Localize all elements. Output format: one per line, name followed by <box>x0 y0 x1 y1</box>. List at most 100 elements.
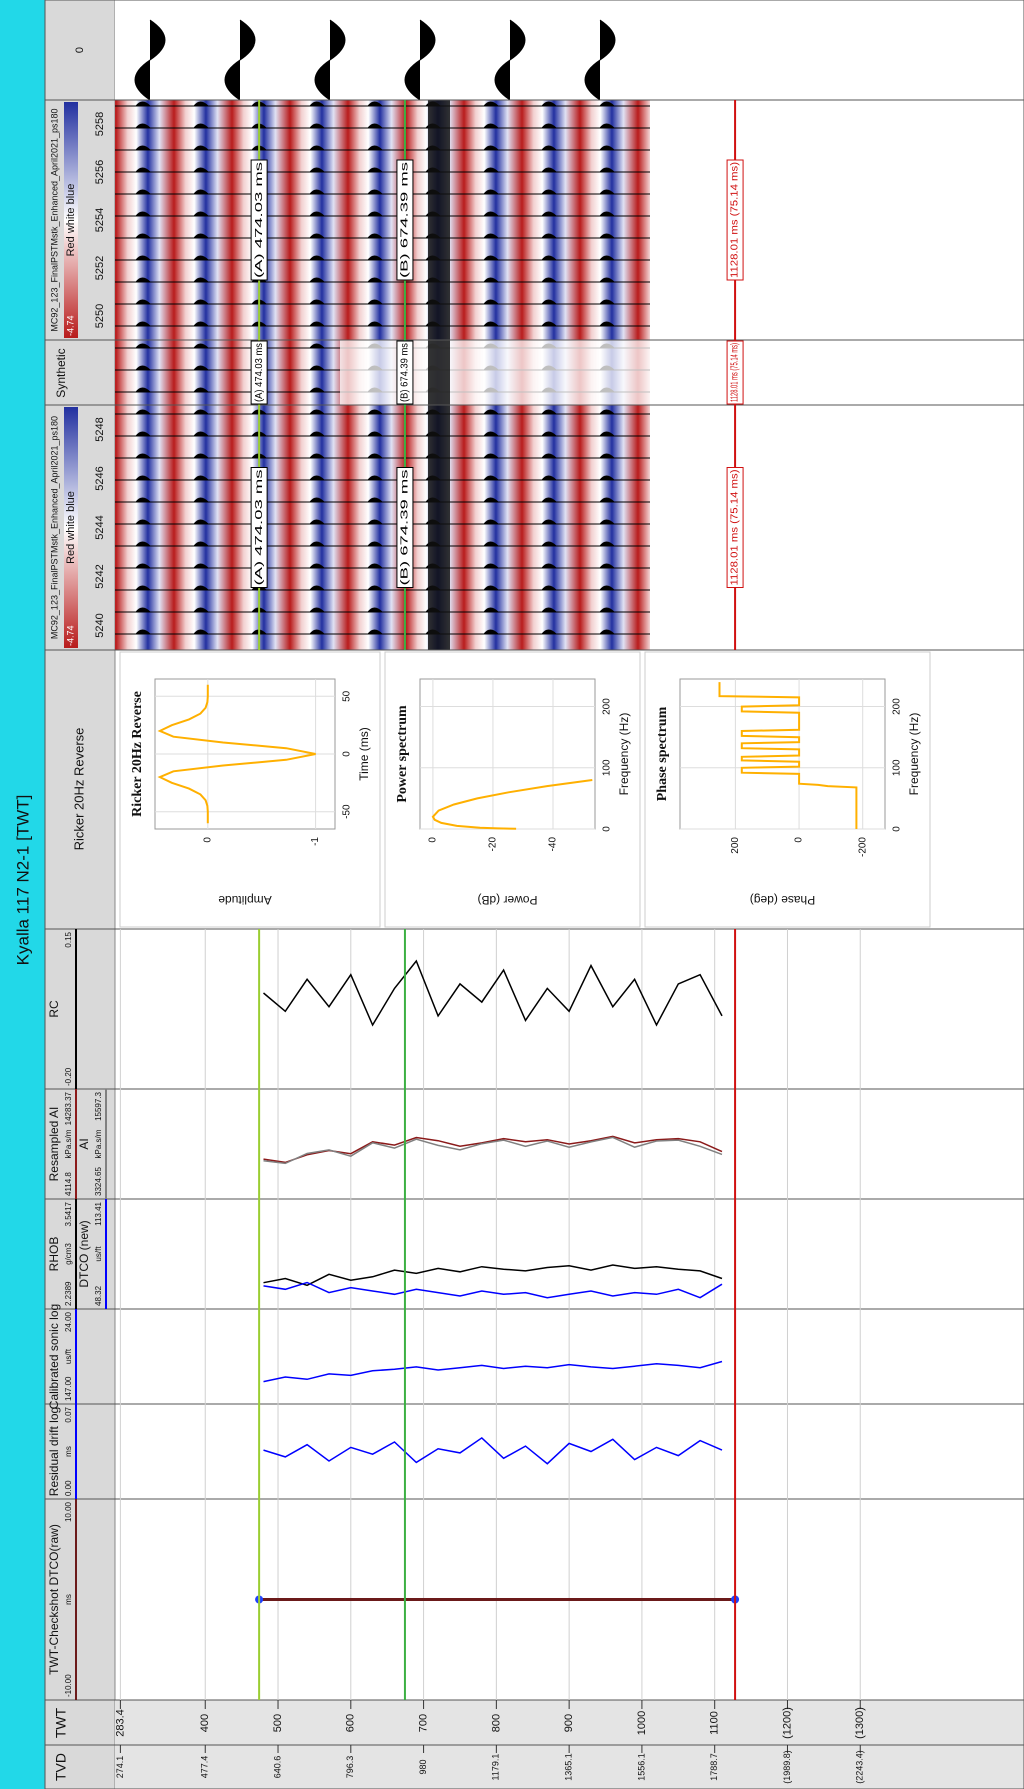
wavelet-curve <box>718 682 858 829</box>
x-tick-label: 100 <box>602 759 613 776</box>
marker-label: (B) 674.39 ms <box>400 343 411 402</box>
y-tick-label: 0 <box>202 837 213 843</box>
scale-min: 0.00 <box>64 1480 73 1496</box>
trace-number: 5244 <box>94 515 106 539</box>
tvd-tick-label: 1365.1 <box>564 1753 574 1781</box>
marker-label: (A) 474.03 ms <box>254 343 265 402</box>
column-border <box>44 0 1024 101</box>
y-axis-label: Power (dB) <box>477 893 537 907</box>
log-name: Calibrated sonic log <box>47 1304 61 1409</box>
marker-label-box <box>396 159 414 281</box>
scale-min: 147.00 <box>64 1376 73 1401</box>
marker-label: 1128.01 ms (75.14 ms) <box>730 343 741 402</box>
wavelet-curve <box>157 684 316 824</box>
scale-min: 2.2389 <box>64 1281 73 1306</box>
colorbar <box>64 102 78 338</box>
tvd-tick-label: (2243.4) <box>855 1750 865 1784</box>
column-header: TWT <box>53 1707 69 1738</box>
marker-label-box <box>250 467 268 588</box>
tvd-tick-label: (1989.8) <box>782 1750 792 1784</box>
marker-label: (A) 474.03 ms <box>254 162 265 278</box>
y-tick-label: 200 <box>730 837 741 854</box>
reference-wiggle <box>134 19 616 101</box>
log-name: RHOB <box>47 1237 61 1272</box>
column-header: 0 <box>74 47 86 53</box>
x-tick-label: -50 <box>342 804 353 819</box>
scale-min: 4114.8 <box>64 1172 73 1196</box>
colormap-name: Red white blue <box>65 491 77 564</box>
tvd-tick-label: 980 <box>418 1759 428 1774</box>
y-tick-label: 0 <box>428 837 439 843</box>
y-axis-label: Amplitude <box>218 893 272 907</box>
scale-min: -10.00 <box>64 1674 73 1697</box>
twt-tick-label: 600 <box>345 1714 357 1732</box>
trace-number: 5242 <box>94 564 106 588</box>
x-axis-label: Frequency (Hz) <box>617 713 631 796</box>
marker-label: (B) 674.39 ms <box>400 470 411 586</box>
trace-number: 5250 <box>94 304 106 328</box>
column-border <box>44 1403 1024 1500</box>
panel-title: Ricker 20Hz Reverse <box>130 691 145 817</box>
scale-unit: us/ft <box>94 1246 103 1262</box>
title-bar <box>0 0 45 1789</box>
x-tick-label: 0 <box>892 826 903 832</box>
scale-unit: g/cm3 <box>64 1243 73 1265</box>
log-curve <box>263 959 723 1027</box>
log-name: AI <box>77 1138 91 1149</box>
twt-tick-label: (1200) <box>781 1707 793 1739</box>
colorbar-min: -4.74 <box>65 315 75 336</box>
twt-tick-label: 283.4 <box>114 1709 126 1737</box>
scale-unit: ms <box>64 1446 73 1457</box>
marker-label-box <box>726 159 744 281</box>
tvd-tick-label: 796.3 <box>345 1756 355 1779</box>
scale-max: 24.00 <box>64 1311 73 1332</box>
colormap-name: Red white blue <box>65 184 77 257</box>
log-curve <box>263 1135 723 1164</box>
log-name: Resampled AI <box>47 1107 61 1182</box>
scale-unit: kPa.s/m <box>94 1129 103 1158</box>
twt-tick-label: 1100 <box>709 1711 721 1735</box>
scale-max: 10.00 <box>64 1501 73 1522</box>
tvd-tick-label: 274.1 <box>115 1756 125 1779</box>
trace-number: 5252 <box>94 256 106 280</box>
twt-tick-label: (1300) <box>854 1707 866 1739</box>
window-title: Kyalla 117 N2-1 [TWT] <box>13 795 32 966</box>
log-curve <box>263 1360 723 1383</box>
tvd-tick-label: 1179.1 <box>491 1754 501 1781</box>
seismic-name: MC92_123_FinalPSTMstk_Enhanced_April2021… <box>49 416 59 639</box>
log-name: Residual drift log <box>47 1407 61 1496</box>
tvd-tick-label: 477.4 <box>200 1756 210 1779</box>
wavelet-curve <box>431 779 593 830</box>
column-header: Synthetic <box>54 348 68 397</box>
trace-number: 5256 <box>94 160 106 184</box>
trace-number: 5246 <box>94 466 106 490</box>
trace-number: 5258 <box>94 112 106 136</box>
wavelet-panel <box>644 651 931 928</box>
scale-max: 15597.3 <box>94 1091 103 1120</box>
log-name: TWT-Checkshot DTCO(raw) <box>47 1524 61 1675</box>
scale-min: 3324.65 <box>94 1167 103 1196</box>
y-tick-label: -1 <box>310 837 321 846</box>
trace-number: 5240 <box>94 613 106 637</box>
twt-tick-label: 500 <box>272 1714 284 1732</box>
marker-label-box <box>396 340 414 405</box>
seismic-name: MC92_123_FinalPSTMstk_Enhanced_April2021… <box>49 108 59 331</box>
scale-max: 0.07 <box>64 1406 73 1422</box>
strong-reflector <box>428 100 450 650</box>
log-name: RC <box>47 1000 61 1018</box>
twt-tick-label: 1000 <box>636 1711 648 1735</box>
panel-title: Phase spectrum <box>655 706 670 801</box>
x-tick-label: 0 <box>342 751 353 757</box>
colorbar <box>64 407 78 648</box>
column-border <box>44 928 1024 1090</box>
log-curve <box>263 1436 723 1465</box>
twt-tick-label: 900 <box>563 1714 575 1732</box>
marker-label: (B) 674.39 ms <box>400 162 411 278</box>
x-tick-label: 200 <box>602 698 613 715</box>
y-axis-label: Phase (deg) <box>750 893 815 907</box>
x-tick-label: 0 <box>602 826 613 832</box>
tvd-tick-label: 640.6 <box>272 1756 282 1779</box>
marker-label: 1128.01 ms (75.14 ms) <box>730 162 741 278</box>
